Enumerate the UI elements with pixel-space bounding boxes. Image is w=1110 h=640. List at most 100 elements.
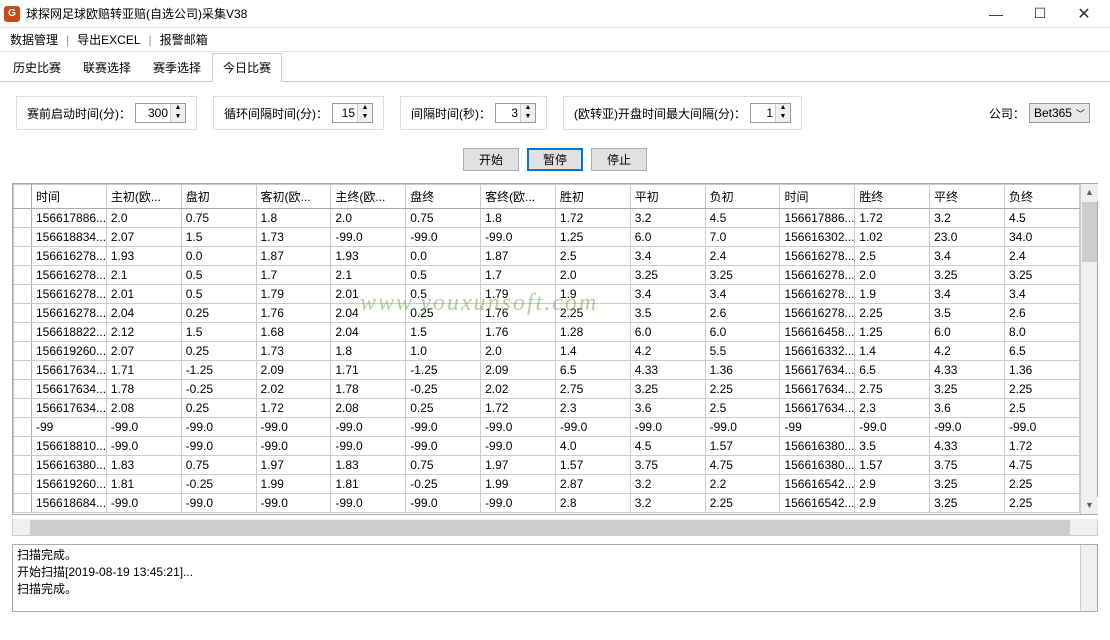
buttons-row: 开始 暂停 停止 xyxy=(0,144,1110,179)
table-cell: 156616278... xyxy=(32,266,107,285)
table-cell: 2.9 xyxy=(855,494,930,513)
minimize-button[interactable]: — xyxy=(974,1,1018,27)
table-cell: 1.8 xyxy=(481,209,556,228)
table-cell: 0.25 xyxy=(181,399,256,418)
start-button[interactable]: 开始 xyxy=(463,148,519,171)
menu-data-manage[interactable]: 数据管理 xyxy=(4,31,64,48)
table-row[interactable]: 156616278...2.040.251.762.040.251.762.25… xyxy=(14,304,1080,323)
table-row[interactable]: 156619260...2.070.251.731.81.02.01.44.25… xyxy=(14,342,1080,361)
table-cell: 1.7 xyxy=(481,266,556,285)
table-row[interactable]: 156618810...-99.0-99.0-99.0-99.0-99.0-99… xyxy=(14,437,1080,456)
maximize-button[interactable]: ☐ xyxy=(1018,1,1062,27)
table-cell: 4.33 xyxy=(930,437,1005,456)
table-cell: 2.0 xyxy=(555,266,630,285)
tab-today[interactable]: 今日比赛 xyxy=(212,53,282,82)
spinner-up-icon[interactable]: ▲ xyxy=(358,104,372,113)
table-cell: 4.5 xyxy=(705,209,780,228)
column-header[interactable]: 客终(欧... xyxy=(481,185,556,209)
column-header[interactable]: 平初 xyxy=(630,185,705,209)
column-header[interactable]: 时间 xyxy=(780,185,855,209)
scroll-down-icon[interactable]: ▼ xyxy=(1081,497,1098,514)
table-cell: -99.0 xyxy=(930,418,1005,437)
column-header[interactable]: 客初(欧... xyxy=(256,185,331,209)
spinner-down-icon[interactable]: ▼ xyxy=(358,113,372,122)
column-header[interactable]: 主终(欧... xyxy=(331,185,406,209)
column-header[interactable]: 盘初 xyxy=(181,185,256,209)
spinner-up-icon[interactable]: ▲ xyxy=(776,104,790,113)
table-cell: 3.2 xyxy=(630,475,705,494)
spinner-up-icon[interactable]: ▲ xyxy=(171,104,185,113)
spinner-down-icon[interactable]: ▼ xyxy=(521,113,535,122)
column-header[interactable]: 负初 xyxy=(705,185,780,209)
table-cell: 6.0 xyxy=(930,323,1005,342)
table-row[interactable]: 156618822...2.121.51.682.041.51.761.286.… xyxy=(14,323,1080,342)
table-vscroll[interactable]: ▲ ▼ xyxy=(1080,184,1097,514)
table-row[interactable]: 156617634...1.78-0.252.021.78-0.252.022.… xyxy=(14,380,1080,399)
table-row[interactable]: 156619260...1.81-0.251.991.81-0.251.992.… xyxy=(14,475,1080,494)
column-header[interactable]: 时间 xyxy=(32,185,107,209)
table-row[interactable]: 156618834...2.071.51.73-99.0-99.0-99.01.… xyxy=(14,228,1080,247)
startup-spinner[interactable]: ▲▼ xyxy=(135,103,186,123)
maxgap-input[interactable] xyxy=(751,104,775,122)
table-row[interactable]: 156616278...2.010.51.792.010.51.791.93.4… xyxy=(14,285,1080,304)
menu-alert-mail[interactable]: 报警邮箱 xyxy=(154,31,214,48)
log-vscroll[interactable] xyxy=(1080,545,1097,611)
table-row[interactable]: 156616278...1.930.01.871.930.01.872.53.4… xyxy=(14,247,1080,266)
column-header[interactable]: 胜初 xyxy=(555,185,630,209)
chevron-down-icon: ﹀ xyxy=(1076,107,1085,120)
table-cell: 4.2 xyxy=(630,342,705,361)
table-row[interactable]: 156616380...1.830.751.971.830.751.971.57… xyxy=(14,456,1080,475)
table-hscroll[interactable] xyxy=(12,519,1098,536)
spinner-down-icon[interactable]: ▼ xyxy=(776,113,790,122)
table-cell: 23.0 xyxy=(930,228,1005,247)
maxgap-spinner[interactable]: ▲▼ xyxy=(750,103,791,123)
table-row[interactable]: 156617634...2.080.251.722.080.251.722.33… xyxy=(14,399,1080,418)
table-cell: 1.72 xyxy=(1004,437,1079,456)
table-cell: 156616458... xyxy=(780,323,855,342)
loop-spinner[interactable]: ▲▼ xyxy=(332,103,373,123)
column-header[interactable]: 盘终 xyxy=(406,185,481,209)
table-cell: 2.0 xyxy=(855,266,930,285)
table-cell: 0.0 xyxy=(406,247,481,266)
interval-input[interactable] xyxy=(496,104,520,122)
table-cell: 1.72 xyxy=(555,209,630,228)
column-header[interactable]: 主初(欧... xyxy=(106,185,181,209)
company-combo[interactable]: Bet365 ﹀ xyxy=(1029,103,1090,123)
scroll-thumb[interactable] xyxy=(1082,202,1097,262)
table-cell: 1.81 xyxy=(106,475,181,494)
table-cell: 0.75 xyxy=(181,209,256,228)
tab-league[interactable]: 联赛选择 xyxy=(72,53,142,82)
tab-history[interactable]: 历史比赛 xyxy=(2,53,72,82)
table-cell: 2.5 xyxy=(705,399,780,418)
column-header[interactable]: 平终 xyxy=(930,185,1005,209)
pause-button[interactable]: 暂停 xyxy=(527,148,583,171)
menu-export-excel[interactable]: 导出EXCEL xyxy=(71,31,146,48)
close-button[interactable]: ✕ xyxy=(1062,1,1106,27)
table-cell: 4.75 xyxy=(1004,456,1079,475)
table-row[interactable]: -99-99.0-99.0-99.0-99.0-99.0-99.0-99.0-9… xyxy=(14,418,1080,437)
spinner-up-icon[interactable]: ▲ xyxy=(521,104,535,113)
startup-input[interactable] xyxy=(136,104,170,122)
table-cell: 1.36 xyxy=(705,361,780,380)
table-cell: 8.0 xyxy=(1004,323,1079,342)
menubar: 数据管理 | 导出EXCEL | 报警邮箱 xyxy=(0,28,1110,52)
column-header[interactable]: 胜终 xyxy=(855,185,930,209)
loop-input[interactable] xyxy=(333,104,357,122)
scroll-up-icon[interactable]: ▲ xyxy=(1081,184,1098,201)
interval-spinner[interactable]: ▲▼ xyxy=(495,103,536,123)
table-row[interactable]: 156618684...-99.0-99.0-99.0-99.0-99.0-99… xyxy=(14,494,1080,513)
spinner-down-icon[interactable]: ▼ xyxy=(171,113,185,122)
hscroll-thumb[interactable] xyxy=(30,520,1070,535)
table-row[interactable]: 156617886...2.00.751.82.00.751.81.723.24… xyxy=(14,209,1080,228)
table-cell: 1.81 xyxy=(331,475,406,494)
table-row[interactable]: 156616278...2.10.51.72.10.51.72.03.253.2… xyxy=(14,266,1080,285)
table-cell: 2.25 xyxy=(705,494,780,513)
table-cell: -99.0 xyxy=(481,418,556,437)
table-cell: 3.25 xyxy=(930,475,1005,494)
stop-button[interactable]: 停止 xyxy=(591,148,647,171)
column-header[interactable]: 负终 xyxy=(1004,185,1079,209)
tab-season[interactable]: 赛季选择 xyxy=(142,53,212,82)
table-cell: -99.0 xyxy=(106,494,181,513)
table-row[interactable]: 156617634...1.71-1.252.091.71-1.252.096.… xyxy=(14,361,1080,380)
maxgap-label: (欧转亚)开盘时间最大间隔(分)： xyxy=(574,105,746,122)
